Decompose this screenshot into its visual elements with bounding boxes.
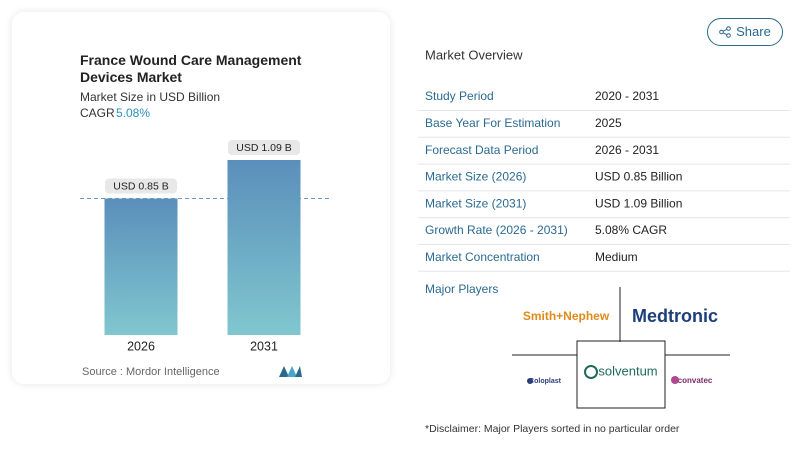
player-logo: Coloplast bbox=[529, 378, 562, 385]
row-value: 2020 - 2031 bbox=[595, 89, 659, 103]
share-label: Share bbox=[736, 24, 771, 39]
row-value: 5.08% CAGR bbox=[595, 223, 667, 237]
row-value: Medium bbox=[595, 250, 638, 264]
row-value: USD 0.85 Billion bbox=[595, 170, 682, 184]
logo-mark bbox=[527, 378, 533, 384]
logo-mark bbox=[584, 365, 598, 379]
row-label: Growth Rate (2026 - 2031) bbox=[425, 223, 568, 237]
player-logo: solventum bbox=[598, 363, 657, 378]
share-icon bbox=[719, 26, 731, 38]
disclaimer: *Disclaimer: Major Players sorted in no … bbox=[425, 423, 680, 435]
players-title: Major Players bbox=[425, 282, 498, 296]
logo-box bbox=[576, 340, 666, 409]
row-label: Market Concentration bbox=[425, 250, 540, 264]
chart-card bbox=[12, 12, 390, 384]
overview-title: Market Overview bbox=[425, 47, 523, 62]
row-value: 2025 bbox=[595, 116, 622, 130]
player-logo: Medtronic bbox=[632, 306, 718, 326]
row-label: Study Period bbox=[425, 89, 494, 103]
row-label: Forecast Data Period bbox=[425, 143, 538, 157]
player-logo: Smith+Nephew bbox=[523, 309, 610, 323]
logo-mark bbox=[671, 376, 679, 384]
row-label: Market Size (2031) bbox=[425, 196, 526, 210]
row-value: 2026 - 2031 bbox=[595, 143, 659, 157]
row-value: USD 1.09 Billion bbox=[595, 196, 682, 210]
row-label: Base Year For Estimation bbox=[425, 116, 560, 130]
share-button[interactable]: Share bbox=[707, 18, 783, 46]
row-label: Market Size (2026) bbox=[425, 170, 526, 184]
player-logo: convatec bbox=[678, 376, 713, 385]
